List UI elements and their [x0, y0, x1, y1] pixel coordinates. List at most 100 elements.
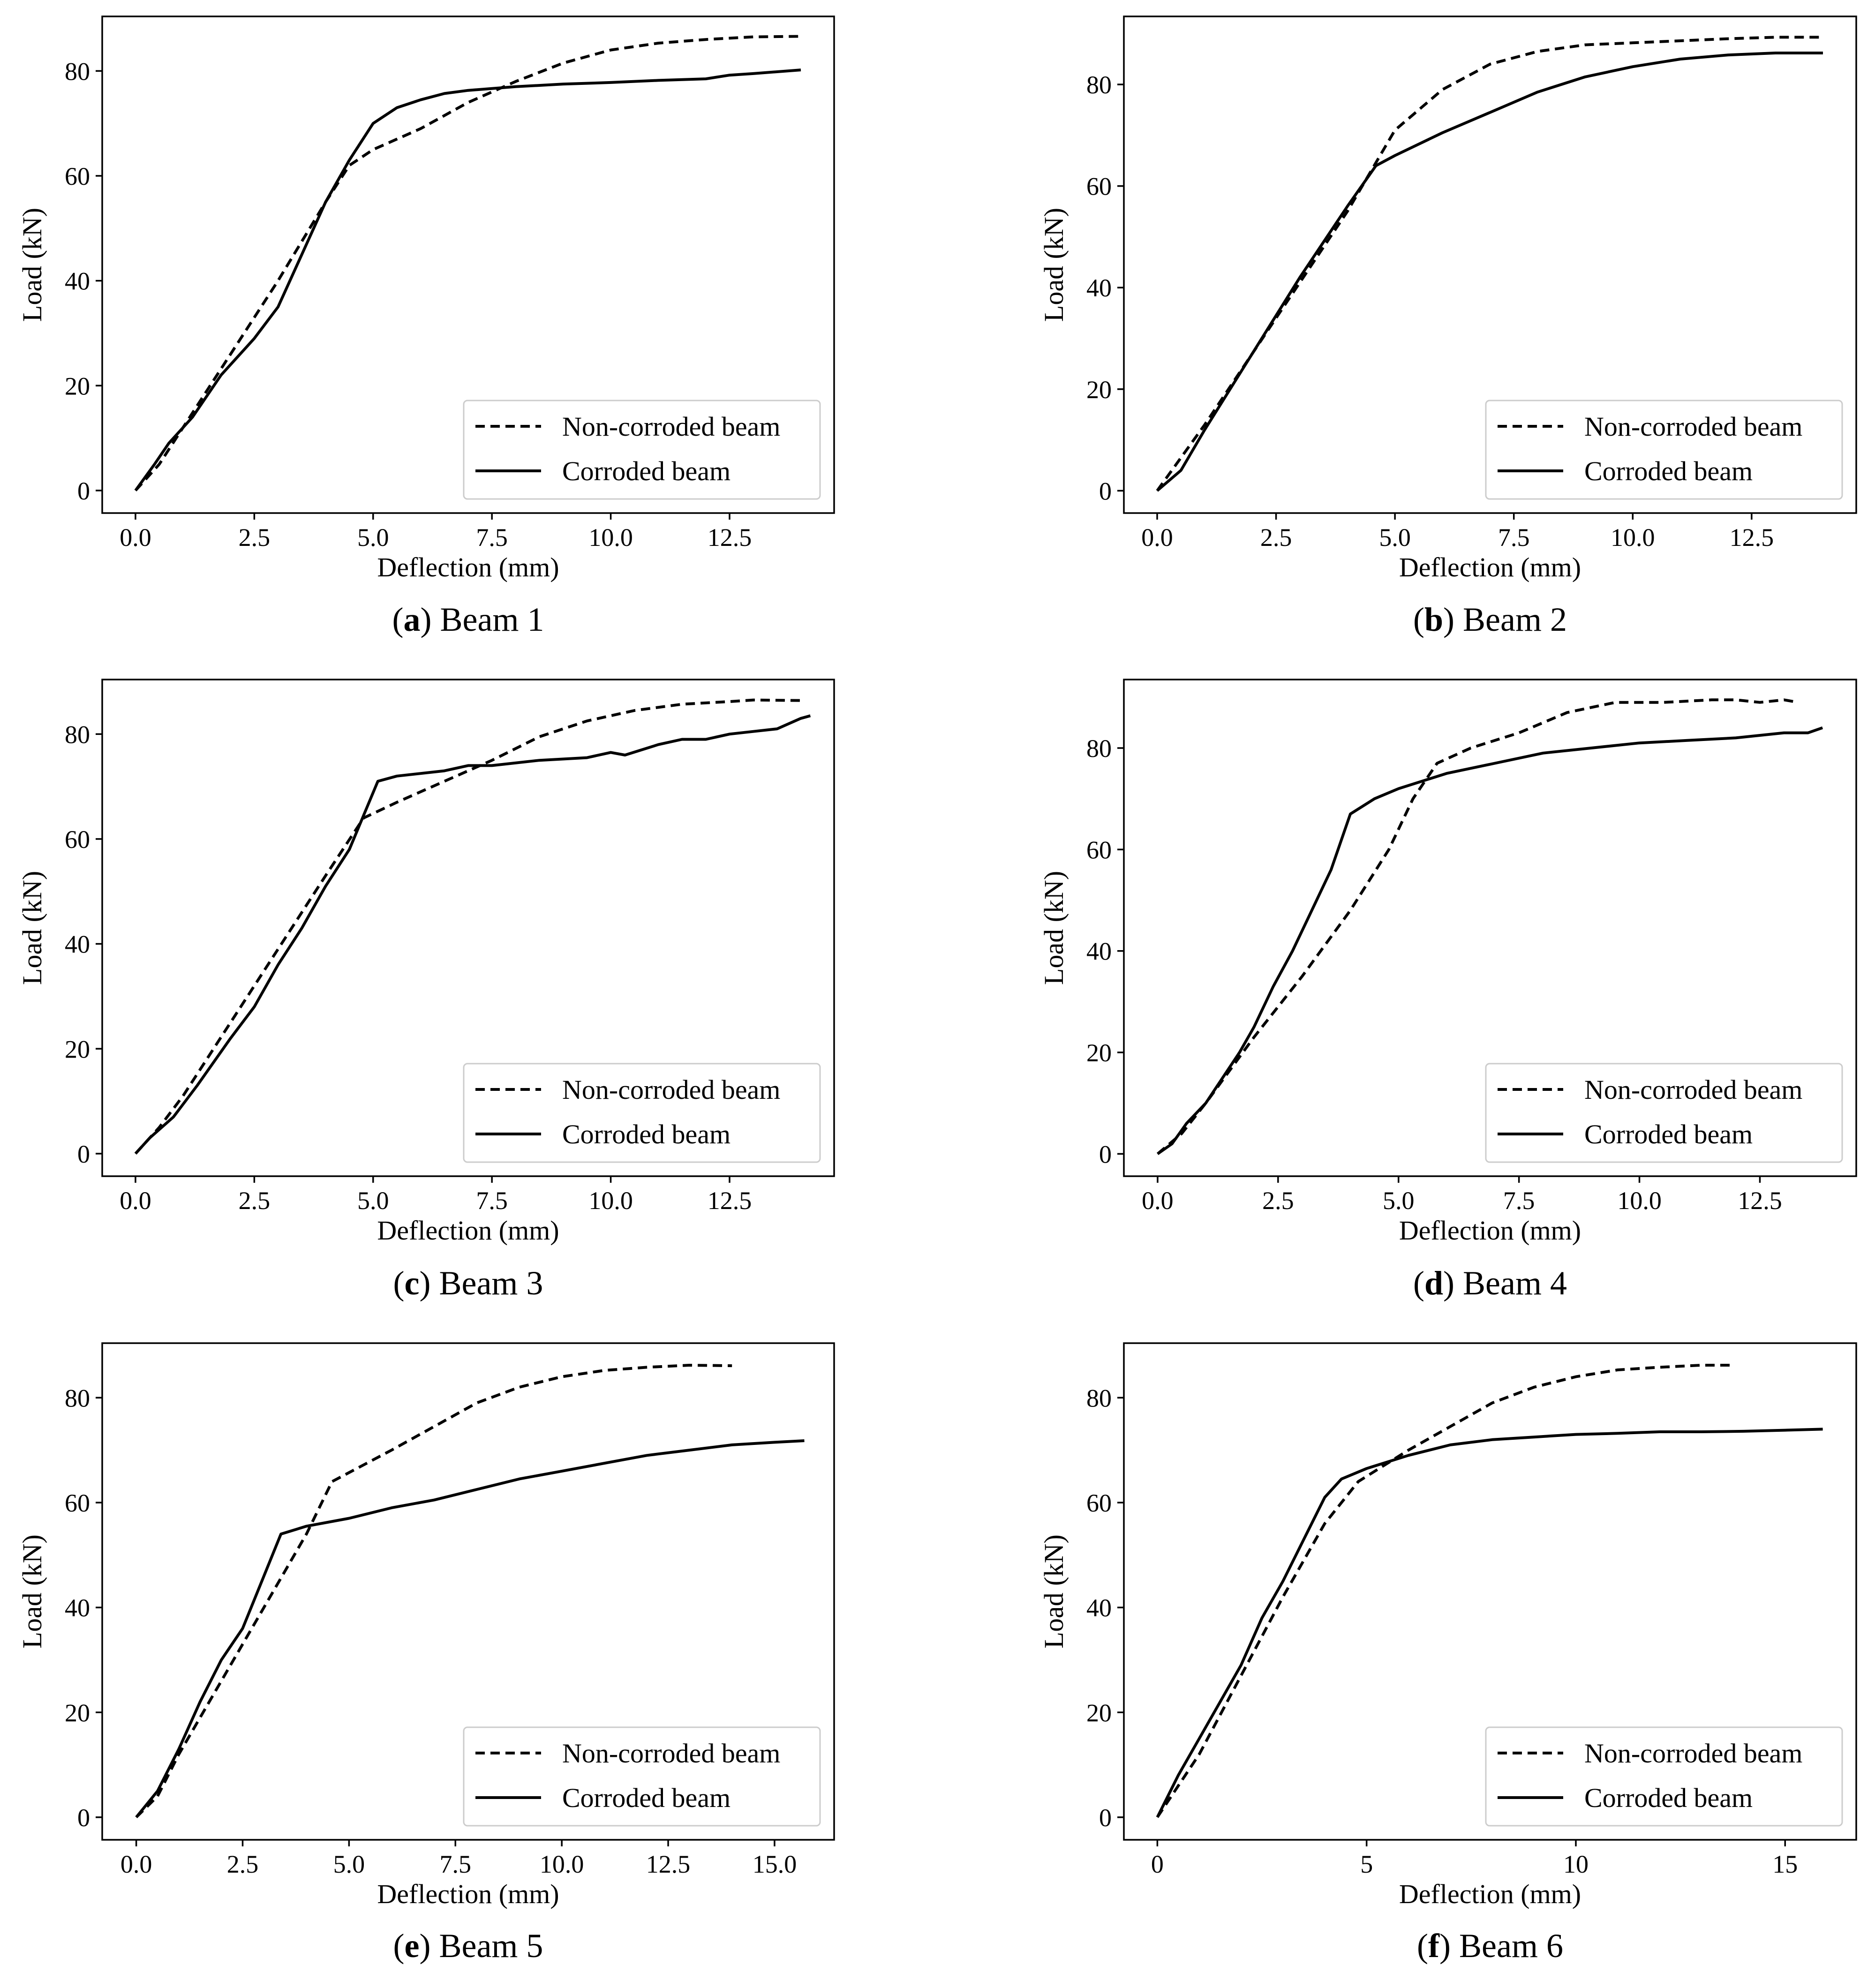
x-tick-label: 2.5: [239, 523, 271, 552]
x-tick-label: 10: [1563, 1850, 1589, 1878]
x-tick-label: 2.5: [227, 1850, 259, 1878]
caption-title: Beam 1: [440, 601, 544, 638]
y-axis-label: Load (kN): [1039, 208, 1069, 322]
y-tick-label: 40: [65, 267, 90, 295]
x-tick-label: 7.5: [1498, 523, 1530, 552]
y-tick-label: 40: [1086, 937, 1112, 966]
y-tick-label: 60: [65, 825, 90, 854]
x-axis-label: Deflection (mm): [377, 1879, 559, 1909]
plot-frame: [101, 679, 835, 1177]
caption-open-paren: (: [393, 1264, 405, 1302]
caption-close-paren: ): [420, 1927, 439, 1965]
plot-frame: [101, 1342, 835, 1841]
legend: Non-corroded beam Corroded beam: [1485, 1726, 1843, 1827]
y-tick-label: 80: [65, 1384, 90, 1412]
legend: Non-corroded beam Corroded beam: [463, 1063, 821, 1163]
y-tick-label: 0: [77, 1140, 90, 1168]
y-axis-label: Load (kN): [1039, 1534, 1069, 1648]
y-tick-label: 40: [1086, 1594, 1112, 1622]
series-line-non-corroded: [135, 1364, 732, 1819]
x-tick-label: 2.5: [1260, 523, 1292, 552]
y-tick-label: 20: [65, 1699, 90, 1727]
x-tick-label: 10.0: [540, 1850, 584, 1878]
caption-title: Beam 5: [439, 1927, 543, 1965]
series-line-corroded: [1157, 726, 1823, 1155]
caption-title: Beam 3: [439, 1264, 543, 1302]
chart-panel-a: 0.0 2.5 5.0 7.5 10.0 12.5 0 20 40 60 80 Deflection …: [17, 15, 835, 638]
caption-close-paren: ): [420, 1264, 439, 1302]
series-line-corroded: [135, 1439, 805, 1818]
y-tick-label: 80: [1086, 1384, 1112, 1412]
chart-panel-d: 0.0 2.5 5.0 7.5 10.0 12.5 0 20 40 60 80 Deflection …: [1039, 679, 1857, 1302]
caption-close-paren: ): [1443, 601, 1463, 638]
legend-box: [463, 1063, 821, 1163]
y-tick-label: 20: [65, 372, 90, 400]
caption-close-paren: ): [1439, 1927, 1459, 1965]
x-tick-label: 12.5: [646, 1850, 691, 1878]
y-tick-label: 60: [65, 1489, 90, 1517]
series-line-corroded: [134, 714, 811, 1155]
legend-label: Non-corroded beam: [562, 1074, 780, 1105]
y-tick-label: 20: [1086, 1039, 1112, 1067]
x-tick-label: 0.0: [120, 1187, 151, 1215]
caption-letter: e: [405, 1927, 420, 1965]
legend-label: Non-corroded beam: [562, 1738, 780, 1769]
panel-caption: (c) Beam 3: [393, 1264, 543, 1302]
x-tick-label: 5.0: [357, 523, 389, 552]
y-tick-label: 0: [1099, 1804, 1112, 1832]
y-tick-label: 80: [65, 57, 90, 85]
legend-label: Corroded beam: [1584, 1783, 1753, 1813]
series-line-corroded: [134, 68, 801, 491]
x-tick-label: 5.0: [1379, 523, 1411, 552]
legend-label: Non-corroded beam: [562, 411, 780, 442]
y-tick-label: 40: [65, 1594, 90, 1622]
legend: Non-corroded beam Corroded beam: [1485, 1063, 1843, 1163]
x-tick-label: 7.5: [476, 523, 508, 552]
legend-box: [1485, 1063, 1843, 1163]
x-tick-label: 10.0: [1611, 523, 1655, 552]
y-tick-label: 20: [65, 1035, 90, 1063]
x-tick-label: 0.0: [1141, 523, 1173, 552]
plot-frame: [101, 15, 835, 514]
legend-label: Non-corroded beam: [1584, 411, 1802, 442]
legend: Non-corroded beam Corroded beam: [463, 400, 821, 500]
caption-open-paren: (: [1417, 1927, 1428, 1965]
panel-caption: (a) Beam 1: [392, 601, 544, 638]
series-line-corroded: [1156, 52, 1823, 492]
legend-label: Non-corroded beam: [1584, 1074, 1802, 1105]
caption-close-paren: ): [421, 601, 440, 638]
panel-caption: (f) Beam 6: [1417, 1927, 1563, 1965]
x-tick-label: 0.0: [1142, 1187, 1174, 1215]
x-tick-label: 12.5: [708, 1187, 752, 1215]
series-line-non-corroded: [134, 35, 801, 491]
y-tick-label: 80: [65, 720, 90, 748]
legend-label: Corroded beam: [1584, 456, 1753, 486]
x-tick-label: 5: [1360, 1850, 1373, 1878]
x-tick-label: 5.0: [357, 1187, 389, 1215]
series-line-non-corroded: [1156, 698, 1799, 1155]
series-line-corroded: [1156, 1428, 1823, 1818]
caption-close-paren: ): [1443, 1264, 1463, 1302]
y-tick-label: 80: [1086, 734, 1112, 763]
caption-title: Beam 4: [1463, 1264, 1567, 1302]
x-tick-label: 2.5: [239, 1187, 271, 1215]
y-tick-label: 20: [1086, 376, 1112, 404]
legend-label: Non-corroded beam: [1584, 1738, 1802, 1769]
plot-frame: [1123, 15, 1857, 514]
y-tick-label: 60: [65, 162, 90, 190]
y-tick-label: 60: [1086, 836, 1112, 864]
panel-caption: (e) Beam 5: [393, 1927, 543, 1965]
x-tick-label: 0: [1151, 1850, 1164, 1878]
x-tick-label: 0.0: [120, 1850, 152, 1878]
x-tick-label: 15.0: [753, 1850, 797, 1878]
legend-label: Corroded beam: [562, 1783, 730, 1813]
x-axis-label: Deflection (mm): [377, 552, 559, 582]
x-tick-label: 12.5: [1730, 523, 1774, 552]
caption-letter: c: [405, 1264, 420, 1302]
x-tick-label: 7.5: [1503, 1187, 1535, 1215]
legend-label: Corroded beam: [562, 456, 730, 486]
x-tick-label: 2.5: [1262, 1187, 1294, 1215]
caption-title: Beam 2: [1463, 601, 1567, 638]
legend-box: [463, 400, 821, 500]
